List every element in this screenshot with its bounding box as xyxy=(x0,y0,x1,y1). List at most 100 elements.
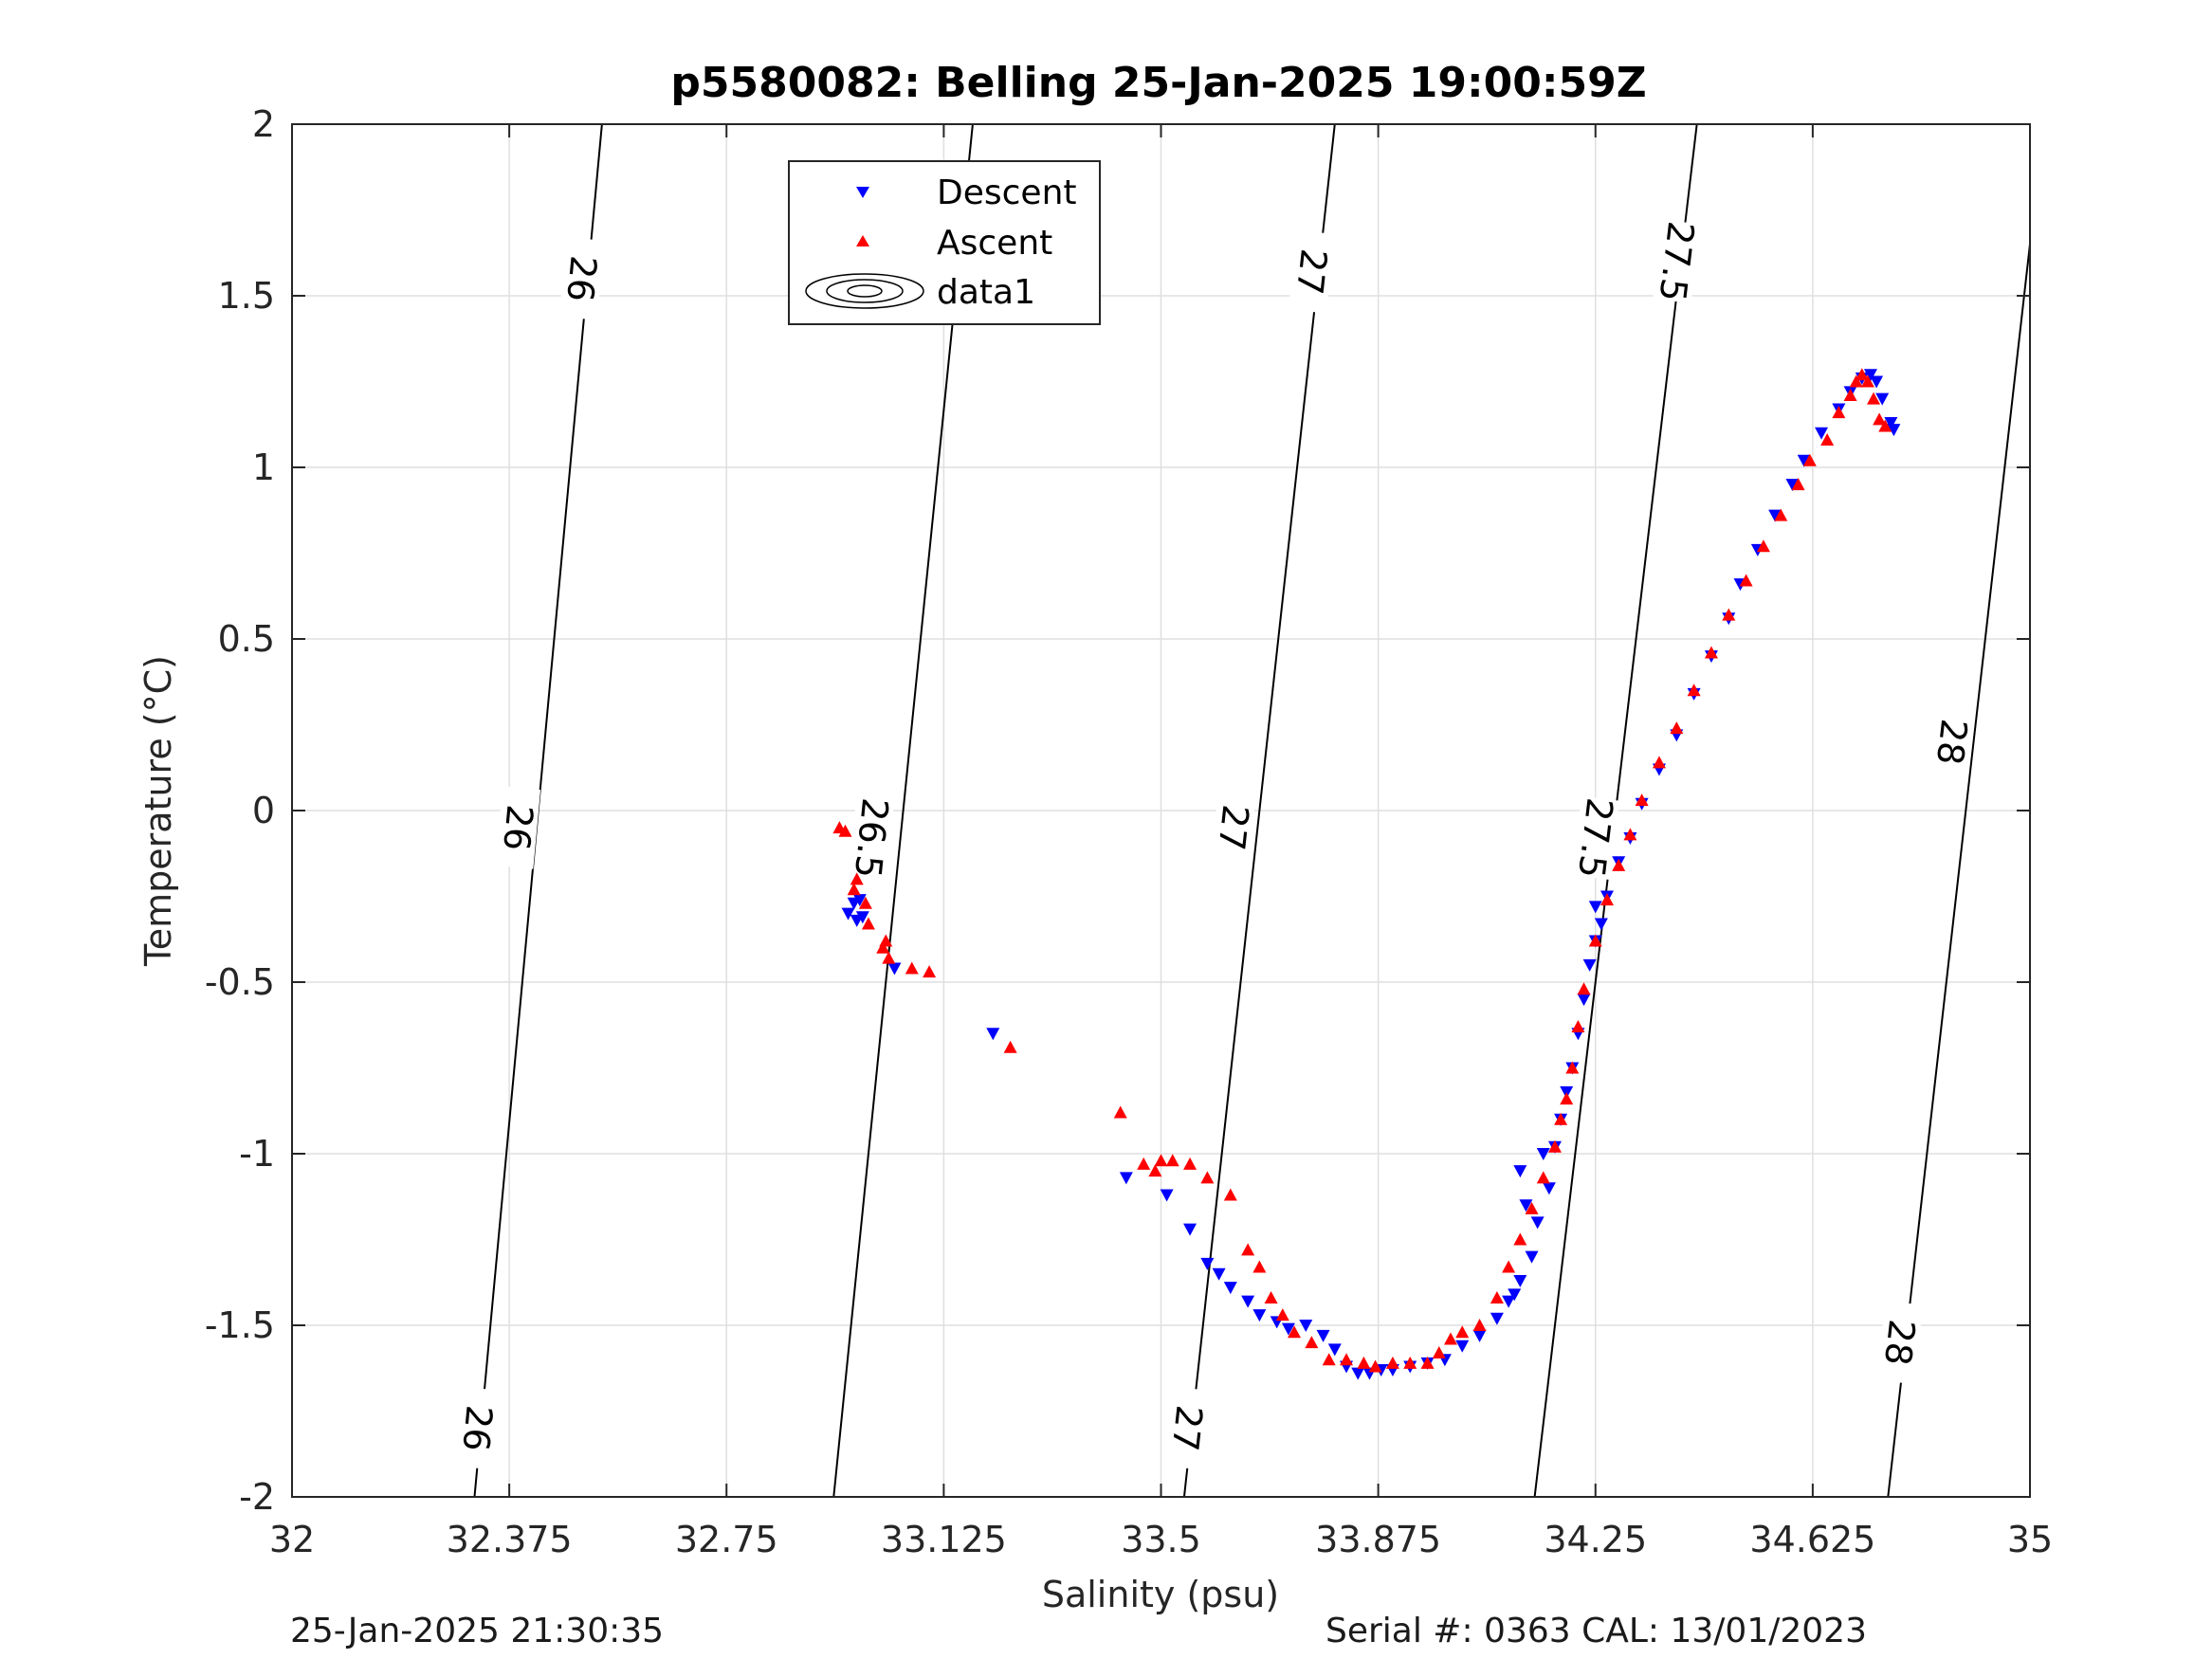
x-tick-label: 33.125 xyxy=(881,1519,1007,1560)
ascent-point xyxy=(1855,368,1869,381)
ascent-point xyxy=(1843,388,1857,401)
descent-point xyxy=(1490,1312,1504,1325)
descent-point xyxy=(1327,1343,1342,1357)
contour-label: 28 xyxy=(1929,717,1975,767)
ascent-point xyxy=(847,883,861,896)
ascent-point xyxy=(1571,1020,1585,1033)
y-tick-label: -2 xyxy=(239,1476,275,1518)
y-axis-label: Temperature (°C) xyxy=(137,655,179,967)
footer-timestamp: 25-Jan-2025 21:30:35 xyxy=(290,1612,665,1650)
ascent-point xyxy=(1525,1201,1539,1214)
descent-point xyxy=(1542,1182,1556,1195)
legend-ascent-marker xyxy=(856,235,869,246)
descent-point xyxy=(1797,454,1811,467)
contour-label: 27 xyxy=(1163,1403,1210,1453)
contour-label: 27.5 xyxy=(1570,795,1621,880)
ascent-point xyxy=(1612,858,1626,871)
descent-point xyxy=(1525,1250,1539,1264)
descent-point xyxy=(1884,416,1898,429)
descent-point xyxy=(1455,1340,1470,1353)
descent-point xyxy=(1212,1267,1226,1281)
x-tick-label: 33.875 xyxy=(1315,1519,1441,1560)
legend: Descent Ascent data1 xyxy=(788,160,1101,325)
ascent-point xyxy=(1003,1040,1017,1053)
descent-point xyxy=(855,911,869,924)
ascent-point xyxy=(838,824,852,837)
ascent-point xyxy=(1756,539,1770,553)
axis-ticks: 32 32.375 32.75 33.125 33.5 33.875 34.25 34.625… xyxy=(205,103,2053,1560)
descent-point xyxy=(852,894,867,907)
ascent-point xyxy=(1623,828,1637,841)
descent-point xyxy=(1887,424,1901,437)
ascent-point xyxy=(1432,1345,1446,1358)
descent-point xyxy=(1316,1329,1330,1342)
descent-point xyxy=(841,907,855,921)
descent-point xyxy=(1768,509,1782,522)
ascent-point xyxy=(858,896,872,909)
ascent-point xyxy=(1536,1171,1550,1184)
ascent-point xyxy=(1444,1332,1457,1345)
ascent-point xyxy=(1878,419,1892,432)
ascent-point xyxy=(1547,1139,1562,1153)
ascent-point xyxy=(1722,608,1736,621)
y-tick-label: 2 xyxy=(252,103,275,145)
y-tick-label: -1 xyxy=(239,1133,275,1175)
density-contour-line xyxy=(1887,244,2031,1498)
ascent-point xyxy=(1791,478,1805,491)
ascent-point xyxy=(1403,1356,1417,1369)
data-series xyxy=(832,368,1901,1380)
x-tick-label: 32 xyxy=(269,1519,315,1560)
ascent-point xyxy=(905,961,919,975)
ascent-point xyxy=(1588,934,1602,947)
x-tick-label: 35 xyxy=(2007,1519,2053,1560)
ascent-point xyxy=(1322,1353,1336,1366)
descent-point xyxy=(1119,1172,1133,1185)
x-tick-label: 33.5 xyxy=(1121,1519,1201,1560)
y-tick-label: 0.5 xyxy=(218,618,275,660)
descent-point xyxy=(1200,1257,1215,1270)
ascent-point xyxy=(1774,508,1788,521)
descent-point xyxy=(1513,1165,1527,1178)
descent-point xyxy=(1863,369,1877,382)
ascent-point xyxy=(1305,1336,1319,1349)
contour-label: 26 xyxy=(454,1403,500,1452)
ascent-point xyxy=(1165,1154,1179,1167)
x-axis-label: Salinity (psu) xyxy=(1042,1574,1279,1615)
ascent-point xyxy=(1357,1356,1371,1369)
x-tick-label: 34.25 xyxy=(1544,1519,1647,1560)
descent-point xyxy=(1160,1189,1174,1202)
descent-point xyxy=(1577,994,1591,1007)
ascent-point xyxy=(1502,1260,1516,1273)
ascent-point xyxy=(1472,1319,1487,1331)
ascent-point xyxy=(850,872,864,885)
descent-point xyxy=(1815,427,1829,440)
ascent-point xyxy=(1873,412,1887,426)
contour-label: 27.5 xyxy=(1651,219,1702,303)
descent-point xyxy=(1281,1322,1295,1336)
legend-contour-icon-middle xyxy=(826,279,904,303)
ascent-point xyxy=(1137,1157,1151,1170)
footer-serial-cal: Serial #: 0363 CAL: 13/01/2023 xyxy=(1325,1612,1867,1650)
ascent-point xyxy=(1577,982,1591,995)
descent-point xyxy=(1582,958,1597,972)
ascent-point xyxy=(923,965,937,978)
y-tick-label: 1 xyxy=(252,447,275,488)
contour-label-bg xyxy=(1210,786,1257,870)
descent-point xyxy=(1299,1320,1313,1332)
contour-label-bg xyxy=(558,237,605,320)
chart-title: p5580082: Belling 25-Jan-2025 19:00:59Z xyxy=(670,59,1646,107)
descent-point xyxy=(1875,392,1890,406)
contour-label-bg xyxy=(1653,219,1701,303)
ascent-point xyxy=(1340,1353,1354,1366)
descent-point xyxy=(1513,1274,1527,1287)
descent-point xyxy=(1351,1367,1365,1380)
contour-label-bg xyxy=(1163,1386,1211,1470)
contour-label: 26 xyxy=(495,803,540,852)
legend-ascent-label: Ascent xyxy=(937,224,1052,263)
y-tick-label: -0.5 xyxy=(205,961,275,1003)
ascent-point xyxy=(879,934,893,947)
ascent-point xyxy=(1704,646,1718,659)
descent-point xyxy=(1519,1199,1533,1212)
legend-data1-label: data1 xyxy=(937,273,1035,312)
descent-point xyxy=(1594,918,1608,931)
